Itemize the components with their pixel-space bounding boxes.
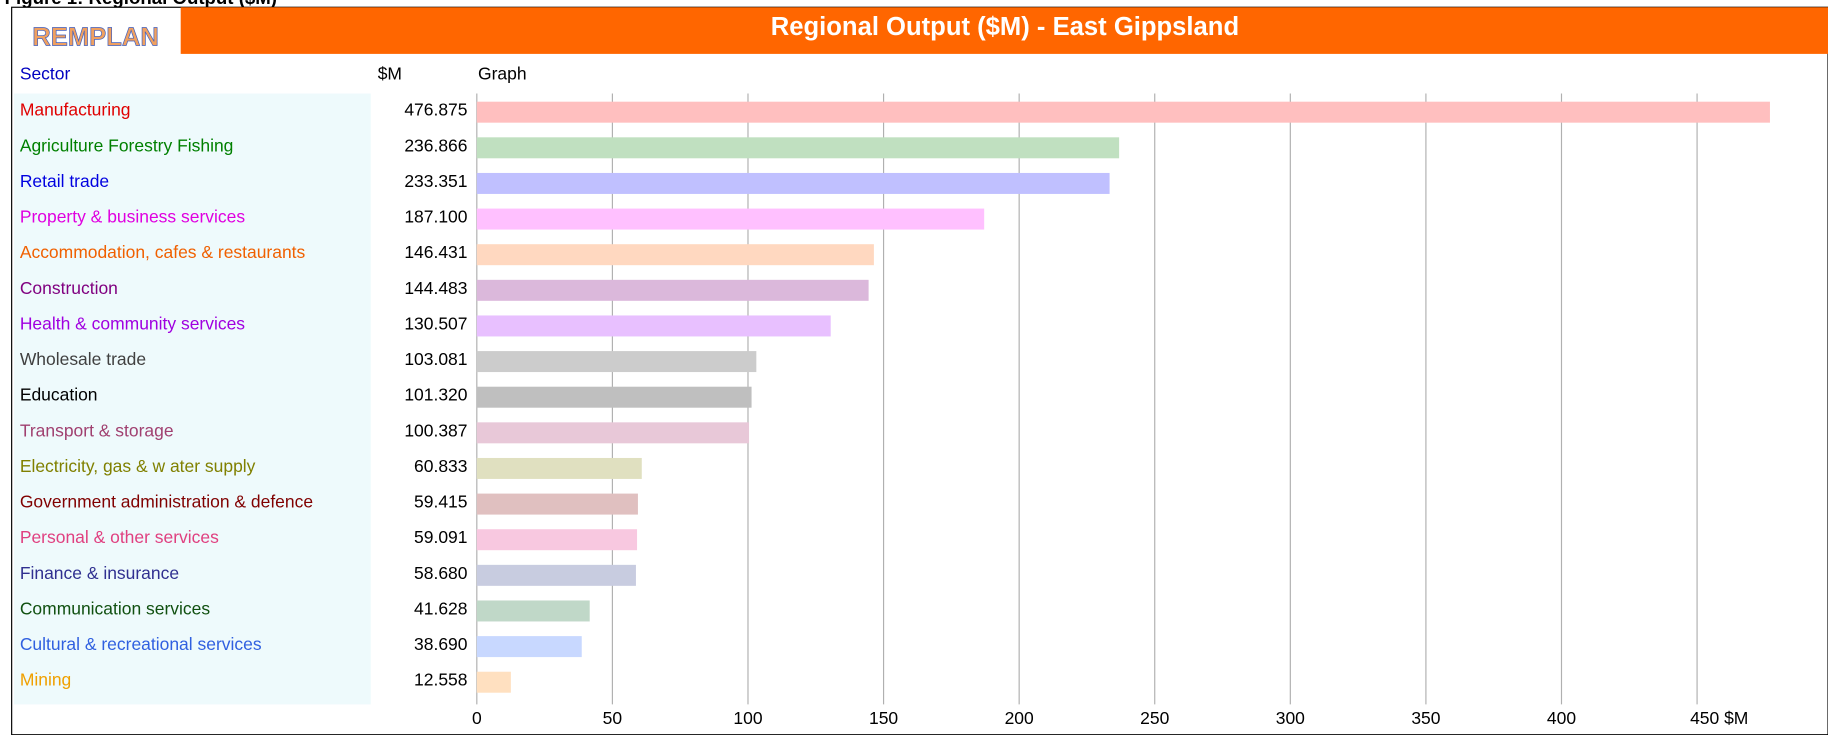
x-tick-label: 100 xyxy=(733,708,762,728)
sector-label: Property & business services xyxy=(20,207,246,227)
bar xyxy=(476,386,752,408)
x-tick-label: 200 xyxy=(1005,708,1034,728)
bar xyxy=(476,172,1110,194)
column-header: Graph xyxy=(478,64,527,84)
value-label: 476.875 xyxy=(404,100,467,120)
value-label: 59.091 xyxy=(414,527,467,547)
value-label: 187.100 xyxy=(404,207,467,227)
value-label: 100.387 xyxy=(404,420,467,440)
value-label: 59.415 xyxy=(414,492,467,512)
value-label: 58.680 xyxy=(414,563,468,583)
sector-label: Wholesale trade xyxy=(20,349,146,369)
sector-label: Cultural & recreational services xyxy=(20,634,262,654)
value-label: 144.483 xyxy=(404,278,467,298)
value-label: 60.833 xyxy=(414,456,467,476)
bar xyxy=(476,671,511,693)
sector-label: Education xyxy=(20,385,98,405)
bar xyxy=(476,600,590,622)
bar xyxy=(476,101,1770,123)
bar xyxy=(476,208,985,230)
logo: REMPLAN xyxy=(32,24,159,52)
sector-label: Manufacturing xyxy=(20,100,131,120)
value-label: 236.866 xyxy=(404,135,467,155)
column-header: Sector xyxy=(20,64,71,84)
sector-label: Electricity, gas & w ater supply xyxy=(20,456,256,476)
bar xyxy=(476,636,582,658)
header-bar xyxy=(180,7,1828,54)
sector-label: Agriculture Forestry Fishing xyxy=(20,135,234,155)
bar xyxy=(476,422,750,444)
value-label: 103.081 xyxy=(404,349,467,369)
bar xyxy=(476,493,638,515)
x-tick-label: 300 xyxy=(1276,708,1305,728)
value-label: 41.628 xyxy=(414,598,467,618)
bar xyxy=(476,529,638,551)
value-label: 12.558 xyxy=(414,670,467,690)
value-label: 38.690 xyxy=(414,634,468,654)
value-label: 146.431 xyxy=(404,242,467,262)
value-label: 130.507 xyxy=(404,313,467,333)
column-header: $M xyxy=(378,64,402,84)
value-label: 233.351 xyxy=(404,171,467,191)
bar xyxy=(476,457,642,479)
sector-label: Accommodation, cafes & restaurants xyxy=(20,242,306,262)
x-tick-label: 250 xyxy=(1140,708,1169,728)
sector-label: Retail trade xyxy=(20,171,109,191)
bar xyxy=(476,564,636,586)
x-tick-label: 0 xyxy=(472,708,482,728)
bar xyxy=(476,351,757,373)
bar xyxy=(476,279,869,301)
x-tick-label: 150 xyxy=(869,708,898,728)
chart-title: Regional Output ($M) - East Gippsland xyxy=(771,13,1239,41)
sector-label: Personal & other services xyxy=(20,527,219,547)
logo-box xyxy=(13,9,178,52)
figure-title: Figure 1: Regional Output ($M) xyxy=(5,0,277,8)
sector-label: Construction xyxy=(20,278,118,298)
sector-label: Mining xyxy=(20,670,71,690)
x-tick-label: 400 xyxy=(1547,708,1576,728)
bar xyxy=(476,244,874,266)
sector-label: Finance & insurance xyxy=(20,563,179,583)
sector-label: Health & community services xyxy=(20,313,245,333)
x-tick-label: 50 xyxy=(603,708,623,728)
x-tick-label: 450 $M xyxy=(1690,708,1748,728)
sector-label: Communication services xyxy=(20,598,211,618)
value-label: 101.320 xyxy=(404,385,467,405)
bar xyxy=(476,315,831,337)
sector-column xyxy=(13,93,371,705)
sector-label: Transport & storage xyxy=(20,420,174,440)
x-tick-label: 350 xyxy=(1411,708,1440,728)
sector-label: Government administration & defence xyxy=(20,492,313,512)
bar xyxy=(476,137,1120,159)
